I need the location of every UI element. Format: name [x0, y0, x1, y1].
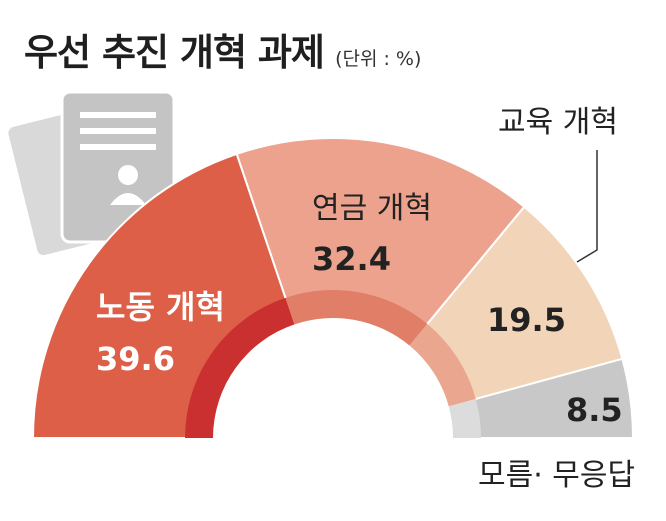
- label-noodong-name: 노동 개혁: [96, 288, 225, 326]
- label-noodong-value: 39.6: [96, 340, 175, 378]
- unit-label: (단위 : %): [335, 48, 422, 70]
- label-gyoyuk-value: 19.5: [487, 301, 566, 339]
- inner-band-noodong: [185, 297, 295, 438]
- chart-title-block: 우선 추진 개혁 과제 (단위 : %): [24, 22, 421, 76]
- inner-band-gyoyuk: [409, 323, 476, 407]
- chart-title: 우선 추진 개혁 과제: [24, 31, 325, 74]
- label-yeongeum-value: 32.4: [312, 240, 391, 278]
- inner-band-group: [185, 289, 481, 438]
- label-yeongeum-name: 연금 개혁: [312, 191, 432, 226]
- label-moreum-name: 모름· 무응답: [478, 458, 635, 493]
- leader-line-gyoyuk: [576, 150, 598, 263]
- label-gyoyuk-name: 교육 개혁: [498, 105, 618, 140]
- slice-moreum: [447, 357, 635, 439]
- inner-band-moreum: [448, 398, 481, 438]
- label-moreum-value: 8.5: [566, 391, 623, 429]
- inner-band-yeongeum: [285, 289, 428, 346]
